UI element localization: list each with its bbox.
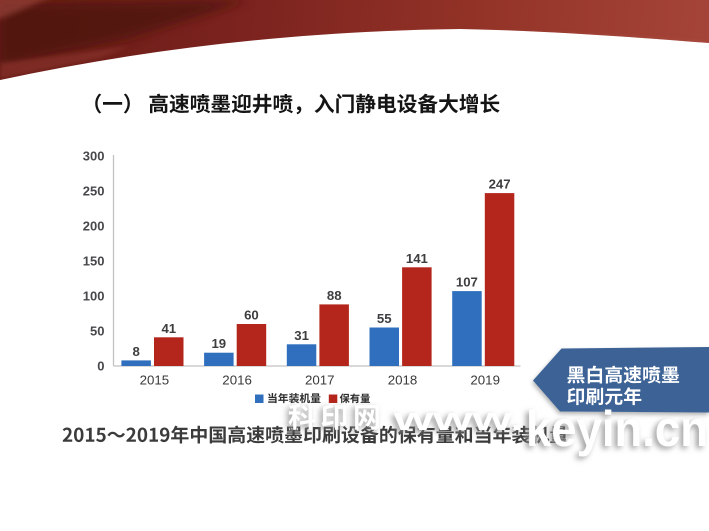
svg-text:55: 55: [377, 311, 392, 326]
svg-text:150: 150: [83, 253, 105, 268]
svg-text:keyin.cn: keyin.cn: [526, 401, 708, 457]
svg-text:2019: 2019: [470, 373, 500, 388]
svg-text:107: 107: [456, 275, 478, 290]
svg-text:2018: 2018: [388, 373, 418, 388]
svg-text:31: 31: [294, 328, 309, 343]
svg-text:141: 141: [406, 251, 428, 266]
svg-text:www.: www.: [392, 401, 524, 437]
svg-text:88: 88: [327, 288, 342, 303]
svg-text:2017: 2017: [305, 373, 335, 388]
svg-text:8: 8: [133, 344, 140, 359]
svg-text:41: 41: [161, 321, 176, 336]
svg-text:2016: 2016: [222, 373, 252, 388]
svg-text:200: 200: [83, 218, 105, 233]
svg-text:50: 50: [90, 323, 104, 338]
svg-text:250: 250: [83, 183, 105, 198]
svg-text:19: 19: [211, 336, 226, 351]
svg-text:300: 300: [83, 148, 105, 163]
svg-text:0: 0: [97, 358, 104, 373]
svg-text:60: 60: [244, 308, 259, 323]
svg-text:2015: 2015: [140, 373, 170, 388]
svg-text:247: 247: [489, 177, 511, 192]
svg-text:100: 100: [83, 288, 105, 303]
